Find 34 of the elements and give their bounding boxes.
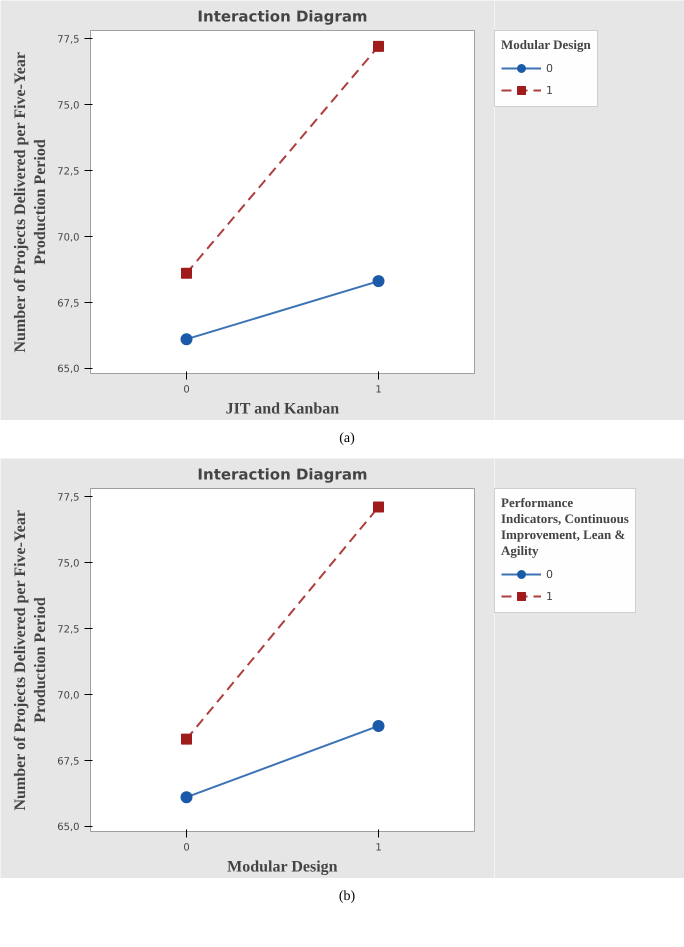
chart-title: Interaction Diagram <box>197 8 368 26</box>
legend-label: 0 <box>546 62 554 74</box>
y-tick-label: 77,5 <box>57 492 80 504</box>
y-tick-label: 67,5 <box>57 298 80 310</box>
point <box>181 268 192 279</box>
y-tick-label: 72,5 <box>57 624 80 636</box>
y-tick-label: 70,0 <box>57 690 80 702</box>
point <box>372 720 384 732</box>
legend-title: Modular Design <box>501 37 591 53</box>
legend-title: Performance Indicators, Continuous Improvement, Lean & Agility <box>501 495 629 559</box>
y-axis-title: Number of Projects Delivered per Five-Year Production Period <box>12 52 50 353</box>
y-tick-label: 72,5 <box>57 166 80 178</box>
y-tick-label: 77,5 <box>57 34 80 46</box>
point <box>180 791 192 804</box>
y-tick-label: 65,0 <box>57 822 80 834</box>
legend-label: 1 <box>546 590 554 602</box>
y-tick-label: 75,0 <box>57 558 80 570</box>
text: (a) <box>339 430 355 448</box>
text: (b) <box>338 888 356 906</box>
y-tick-label: 70,0 <box>57 232 80 244</box>
x-axis-title: Modular Design <box>227 858 338 876</box>
x-axis-title: JIT and Kanban <box>226 400 340 418</box>
y-axis-title: Number of Projects Delivered per Five-Year Production Period <box>12 510 50 811</box>
y-tick-label: 65,0 <box>57 364 80 376</box>
point <box>372 275 384 288</box>
point <box>373 501 384 512</box>
chart-title: Interaction Diagram <box>197 466 368 484</box>
point <box>181 734 192 745</box>
legend-label: 0 <box>546 568 554 580</box>
point <box>180 333 192 346</box>
point <box>373 40 384 52</box>
legend-label: 1 <box>546 84 554 96</box>
y-tick-label: 67,5 <box>57 756 80 768</box>
y-tick-label: 75,0 <box>57 100 80 112</box>
